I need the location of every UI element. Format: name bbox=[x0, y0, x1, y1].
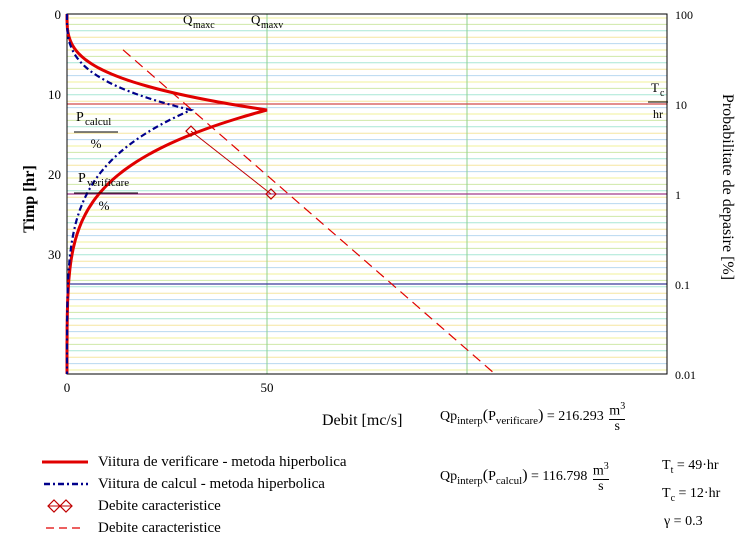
debite-caracteristice-connector bbox=[190, 130, 272, 195]
qmaxc-annotation: Q bbox=[183, 12, 193, 27]
pverif-annotation-sub: verificare bbox=[87, 177, 129, 189]
legend-item-verificare: Viitura de verificare - metoda hiperboli… bbox=[40, 451, 347, 473]
debite-caracteristice-diamond-marker bbox=[185, 125, 197, 137]
y-left-tick-label: 20 bbox=[48, 167, 61, 182]
formula-gamma: γ = 0.3 bbox=[664, 514, 703, 529]
y-right-tick-label: 10 bbox=[675, 98, 687, 112]
formula-qp-verificare: Qpinterp(Pverificare) = 216.293 m3 s bbox=[440, 401, 626, 434]
tc-annotation: T bbox=[651, 80, 659, 95]
dashed-red-line-icon bbox=[46, 527, 84, 529]
tc-annotation-sub: c bbox=[660, 88, 665, 99]
x-tick-label: 0 bbox=[64, 380, 71, 395]
debite-caracteristice-dashed-line bbox=[122, 49, 496, 375]
debite-caracteristice-diamond-marker bbox=[265, 188, 277, 200]
legend-label: Viitura de calcul - metoda hiperbolica bbox=[98, 475, 325, 492]
pcalcul-annotation: P bbox=[76, 110, 84, 125]
solid-red-line-icon bbox=[42, 460, 88, 464]
y-right-tick-label: 0.01 bbox=[675, 368, 696, 382]
calcul-hydrograph-line bbox=[65, 14, 195, 374]
legend-item-calcul: Viitura de calcul - metoda hiperbolica bbox=[40, 473, 325, 495]
formula-tc: Tc = 12·hr bbox=[662, 486, 721, 504]
y-right-tick-label: 100 bbox=[675, 8, 693, 22]
legend-label: Viitura de verificare - metoda hiperboli… bbox=[98, 453, 347, 470]
x-tick-label: 50 bbox=[261, 380, 274, 395]
qmaxc-annotation-sub: maxc bbox=[193, 20, 215, 31]
pverif-annotation: P bbox=[78, 171, 86, 186]
y-left-tick-label: 30 bbox=[48, 247, 61, 262]
qmaxv-annotation: Q bbox=[251, 12, 261, 27]
plot-frame bbox=[66, 13, 668, 375]
pcalcul-annotation-sub: calcul bbox=[85, 116, 111, 128]
verificare-hydrograph-line bbox=[65, 14, 268, 374]
y-right-tick-label: 1 bbox=[675, 188, 681, 202]
legend-label: Debite caracteristice bbox=[98, 519, 221, 536]
formula-tt: Tt = 49·hr bbox=[662, 458, 719, 476]
legend-item-debite-dashed: Debite caracteristice bbox=[40, 517, 221, 539]
pcalcul-unit: % bbox=[91, 136, 102, 151]
y-left-tick-label: 0 bbox=[55, 7, 62, 22]
dashdot-blue-line-icon bbox=[44, 482, 88, 486]
y-right-axis-label: Probabilitate de depasire [%] bbox=[719, 93, 736, 281]
tc-unit: hr bbox=[653, 107, 663, 121]
legend-item-debite-markers: Debite caracteristice bbox=[40, 495, 221, 517]
pverif-unit: % bbox=[99, 198, 110, 213]
y-right-tick-label: 0.1 bbox=[675, 278, 690, 292]
y-left-axis-label: Timp [hr] bbox=[21, 165, 38, 233]
x-axis-label: Debit [mc/s] bbox=[322, 412, 403, 429]
diamond-red-markers-icon bbox=[47, 499, 73, 513]
y-left-tick-label: 10 bbox=[48, 87, 61, 102]
legend-label: Debite caracteristice bbox=[98, 497, 221, 514]
formula-qp-calcul: Qpinterp(Pcalcul) = 116.798 m3 s bbox=[440, 461, 609, 494]
qmaxv-annotation-sub: maxv bbox=[261, 20, 283, 31]
